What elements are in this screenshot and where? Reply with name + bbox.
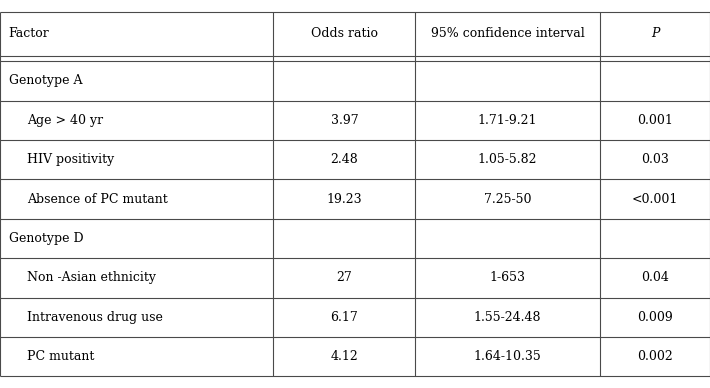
Text: 2.48: 2.48 bbox=[330, 153, 359, 166]
Text: HIV positivity: HIV positivity bbox=[27, 153, 114, 166]
Text: 0.001: 0.001 bbox=[637, 114, 673, 127]
Text: Absence of PC mutant: Absence of PC mutant bbox=[27, 192, 168, 206]
Text: 0.04: 0.04 bbox=[641, 271, 669, 284]
Text: Genotype A: Genotype A bbox=[9, 74, 82, 88]
Text: P: P bbox=[651, 28, 659, 40]
Text: 27: 27 bbox=[337, 271, 352, 284]
Text: 0.002: 0.002 bbox=[637, 350, 673, 363]
Text: 19.23: 19.23 bbox=[327, 192, 362, 206]
Text: 1-653: 1-653 bbox=[490, 271, 525, 284]
Text: Intravenous drug use: Intravenous drug use bbox=[27, 311, 163, 324]
Text: Genotype D: Genotype D bbox=[9, 232, 83, 245]
Text: Odds ratio: Odds ratio bbox=[311, 28, 378, 40]
Text: 1.55-24.48: 1.55-24.48 bbox=[474, 311, 542, 324]
Text: 6.17: 6.17 bbox=[330, 311, 359, 324]
Text: 4.12: 4.12 bbox=[330, 350, 359, 363]
Text: Factor: Factor bbox=[9, 28, 49, 40]
Text: 0.03: 0.03 bbox=[641, 153, 669, 166]
Text: 0.009: 0.009 bbox=[637, 311, 673, 324]
Text: PC mutant: PC mutant bbox=[27, 350, 94, 363]
Text: 1.71-9.21: 1.71-9.21 bbox=[478, 114, 537, 127]
Text: <0.001: <0.001 bbox=[632, 192, 678, 206]
Text: Non -Asian ethnicity: Non -Asian ethnicity bbox=[27, 271, 156, 284]
Text: 3.97: 3.97 bbox=[331, 114, 358, 127]
Text: 95% confidence interval: 95% confidence interval bbox=[431, 28, 584, 40]
Text: 7.25-50: 7.25-50 bbox=[484, 192, 531, 206]
Text: Age > 40 yr: Age > 40 yr bbox=[27, 114, 103, 127]
Text: 1.05-5.82: 1.05-5.82 bbox=[478, 153, 537, 166]
Text: 1.64-10.35: 1.64-10.35 bbox=[474, 350, 542, 363]
